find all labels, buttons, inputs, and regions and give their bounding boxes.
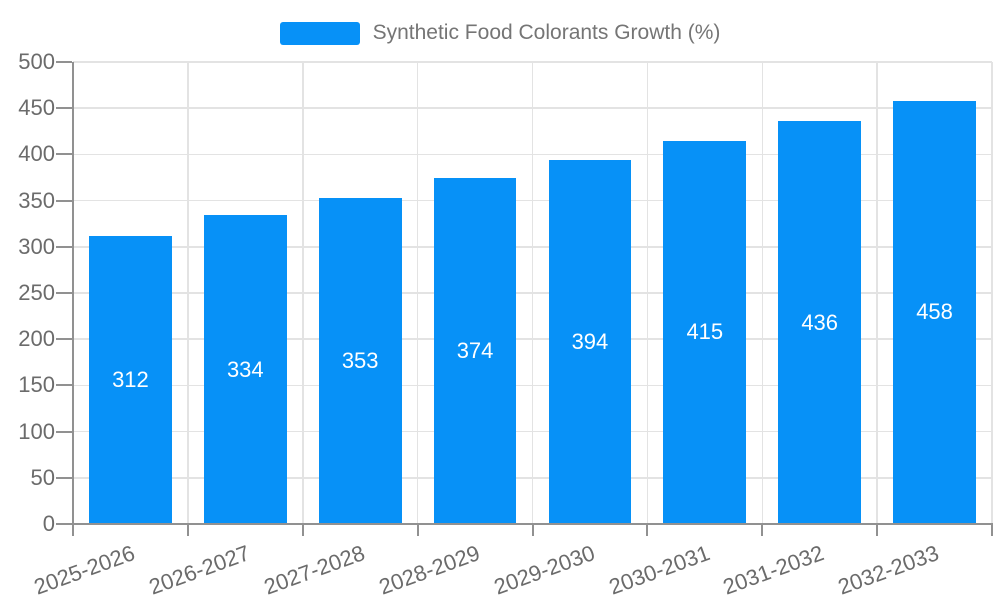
x-axis-tick: [646, 524, 649, 536]
bar-value-label: 374: [456, 338, 494, 364]
x-tick-label: 2026-2027: [145, 540, 254, 600]
y-axis-tick: [56, 199, 72, 202]
bar-value-label: 334: [226, 356, 264, 382]
bar-value-label: 394: [571, 328, 609, 354]
legend-label: Synthetic Food Colorants Growth (%): [372, 21, 721, 44]
x-axis-tick: [186, 524, 189, 536]
x-tick-label: 2027-2028: [260, 540, 369, 600]
bar[interactable]: 436: [778, 121, 862, 524]
y-tick-label: 200: [18, 326, 55, 352]
bar[interactable]: 374: [433, 178, 517, 524]
y-tick-label: 150: [18, 372, 55, 398]
bar[interactable]: 458: [893, 100, 976, 524]
x-gridline: [302, 62, 304, 524]
x-tick-label: 2030-2031: [605, 540, 713, 600]
y-tick-label: 300: [18, 233, 55, 259]
legend-swatch: [279, 21, 360, 45]
y-tick-label: 50: [30, 464, 55, 490]
y-axis-tick: [56, 292, 72, 294]
y-tick-label: 0: [42, 511, 55, 536]
legend-item[interactable]: Synthetic Food Colorants Growth (%): [0, 20, 1000, 46]
x-axis-tick: [876, 524, 879, 536]
x-axis-tick: [416, 524, 419, 536]
y-axis-tick: [56, 338, 72, 341]
bar-value-label: 353: [341, 347, 379, 373]
x-tick-label: 2028-2029: [375, 540, 483, 600]
bar-value-label: 312: [112, 366, 149, 392]
y-axis-tick: [56, 61, 72, 63]
x-gridline: [646, 62, 649, 524]
y-tick-label: 350: [18, 187, 55, 213]
bar[interactable]: 334: [203, 215, 287, 524]
y-axis-tick: [56, 476, 72, 479]
x-gridline: [991, 62, 993, 524]
y-axis-tick: [56, 384, 72, 387]
x-axis-tick: [301, 524, 304, 536]
x-gridline: [416, 62, 419, 524]
x-tick-label: 2032-2033: [835, 540, 943, 600]
x-tick-label: 2025-2026: [30, 540, 139, 600]
x-tick-label: 2031-2032: [720, 540, 828, 600]
x-axis-tick: [761, 524, 764, 536]
x-axis-line: [72, 523, 993, 525]
bar[interactable]: 415: [663, 140, 747, 524]
y-axis-tick: [56, 107, 72, 110]
y-tick-label: 400: [18, 141, 55, 167]
x-gridline: [761, 62, 763, 524]
bar-value-label: 415: [686, 319, 724, 345]
y-axis-tick: [56, 245, 72, 248]
bar[interactable]: 312: [89, 235, 172, 524]
y-axis-line: [72, 62, 74, 536]
y-axis-tick: [56, 153, 72, 156]
y-tick-label: 450: [18, 95, 55, 121]
y-axis-tick: [56, 430, 72, 433]
x-axis-tick: [991, 524, 993, 536]
x-tick-label: 2029-2030: [490, 540, 598, 600]
x-gridline: [876, 62, 878, 524]
x-axis-tick: [531, 524, 534, 536]
plot-area: 0 50 100 150 200 250 300 350 400 450 500 312 334 353 3…: [18, 51, 993, 600]
x-gridline: [531, 62, 534, 524]
bar[interactable]: 394: [548, 159, 632, 524]
bar-value-label: 458: [916, 299, 953, 325]
x-gridline: [187, 62, 189, 524]
bar-value-label: 436: [801, 309, 839, 335]
y-axis-tick: [56, 523, 72, 525]
y-tick-label: 250: [18, 280, 55, 305]
y-tick-label: 500: [18, 49, 55, 74]
bar[interactable]: 353: [318, 197, 402, 524]
y-tick-label: 100: [18, 418, 55, 444]
